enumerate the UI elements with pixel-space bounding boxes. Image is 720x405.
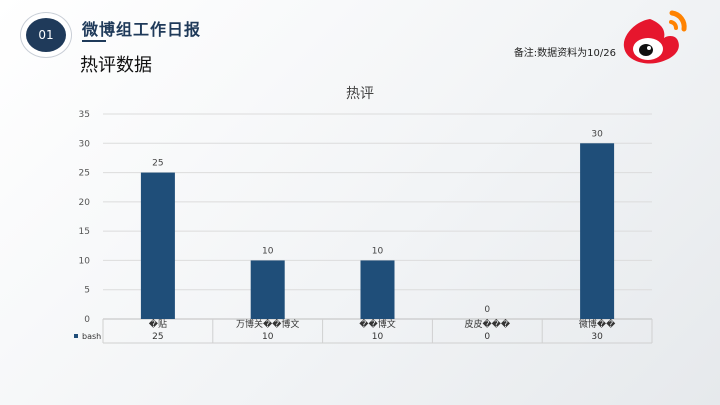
y-tick-label: 35 [79, 110, 90, 120]
table-value: 0 [484, 332, 490, 342]
data-label: 10 [372, 246, 384, 256]
y-tick-label: 30 [79, 139, 91, 149]
category-label: 微博�� [579, 318, 616, 330]
y-tick-label: 0 [84, 315, 90, 325]
page-title: 微博组工作日报 [82, 20, 202, 39]
chart-title: 热评 [346, 86, 374, 102]
table-value: 25 [152, 332, 163, 342]
table-value: 30 [591, 332, 603, 342]
data-label: 10 [262, 246, 274, 256]
data-label: 0 [484, 305, 490, 315]
table-value: 10 [372, 332, 384, 342]
category-label: 万博关��博文 [236, 318, 299, 330]
data-label: 25 [152, 159, 163, 169]
page-subtitle: 热评数据 [80, 55, 152, 76]
legend-swatch [74, 334, 78, 338]
data-label: 30 [591, 129, 603, 139]
y-tick-label: 15 [79, 227, 90, 237]
bar [580, 143, 615, 319]
data-note: 备注:数据资料为10/26 [513, 48, 616, 59]
y-tick-label: 20 [79, 198, 91, 208]
title-underline [82, 40, 106, 42]
bar [360, 260, 395, 319]
bar [250, 260, 285, 319]
category-label: 皮皮��� [464, 318, 510, 330]
category-label: ��博文 [359, 318, 395, 330]
legend-label: bash [82, 332, 101, 341]
table-value: 10 [262, 332, 274, 342]
y-tick-label: 5 [84, 286, 90, 296]
bar [140, 172, 175, 319]
weibo-logo-icon [623, 10, 687, 64]
y-tick-label: 10 [79, 256, 91, 266]
category-label: �贴 [149, 318, 167, 330]
y-tick-label: 25 [79, 169, 90, 179]
section-number-badge: 01 [26, 18, 66, 52]
